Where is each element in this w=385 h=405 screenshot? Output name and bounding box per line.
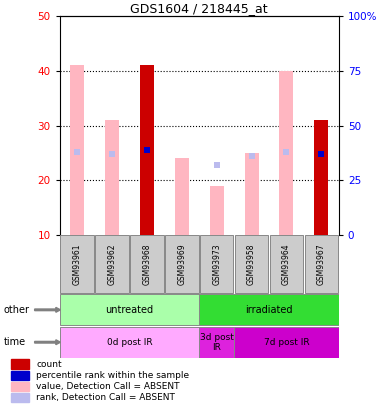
- Bar: [95, 235, 129, 293]
- Text: 7d post IR: 7d post IR: [264, 338, 309, 347]
- Text: irradiated: irradiated: [245, 305, 293, 315]
- Text: untreated: untreated: [105, 305, 154, 315]
- Bar: [12, 371, 28, 380]
- Bar: [280, 71, 293, 235]
- Bar: [210, 185, 224, 235]
- Bar: [199, 327, 234, 358]
- Bar: [165, 235, 199, 293]
- Text: rank, Detection Call = ABSENT: rank, Detection Call = ABSENT: [36, 393, 175, 402]
- Bar: [235, 235, 268, 293]
- Bar: [130, 235, 164, 293]
- Text: percentile rank within the sample: percentile rank within the sample: [36, 371, 189, 380]
- Bar: [270, 235, 303, 293]
- Bar: [12, 382, 28, 391]
- Bar: [60, 327, 199, 358]
- Text: GSM93961: GSM93961: [73, 243, 82, 285]
- Text: 3d post
IR: 3d post IR: [200, 333, 234, 352]
- Bar: [60, 235, 94, 293]
- Text: GSM93964: GSM93964: [282, 243, 291, 285]
- Text: GSM93962: GSM93962: [107, 243, 117, 285]
- Bar: [305, 235, 338, 293]
- Bar: [234, 327, 339, 358]
- Text: time: time: [4, 337, 26, 347]
- Bar: [12, 359, 28, 369]
- Text: GSM93968: GSM93968: [142, 243, 151, 285]
- Bar: [200, 235, 233, 293]
- Bar: [105, 120, 119, 235]
- Text: 0d post IR: 0d post IR: [107, 338, 152, 347]
- Text: other: other: [4, 305, 30, 315]
- Text: GSM93973: GSM93973: [212, 243, 221, 285]
- Text: GSM93958: GSM93958: [247, 243, 256, 285]
- Bar: [244, 153, 259, 235]
- Bar: [140, 65, 154, 235]
- Bar: [199, 294, 339, 325]
- Bar: [175, 158, 189, 235]
- Bar: [70, 65, 84, 235]
- Text: count: count: [36, 360, 62, 369]
- Text: value, Detection Call = ABSENT: value, Detection Call = ABSENT: [36, 382, 180, 391]
- Bar: [60, 294, 199, 325]
- Title: GDS1604 / 218445_at: GDS1604 / 218445_at: [131, 2, 268, 15]
- Text: GSM93969: GSM93969: [177, 243, 186, 285]
- Bar: [12, 393, 28, 402]
- Text: GSM93967: GSM93967: [317, 243, 326, 285]
- Bar: [315, 120, 328, 235]
